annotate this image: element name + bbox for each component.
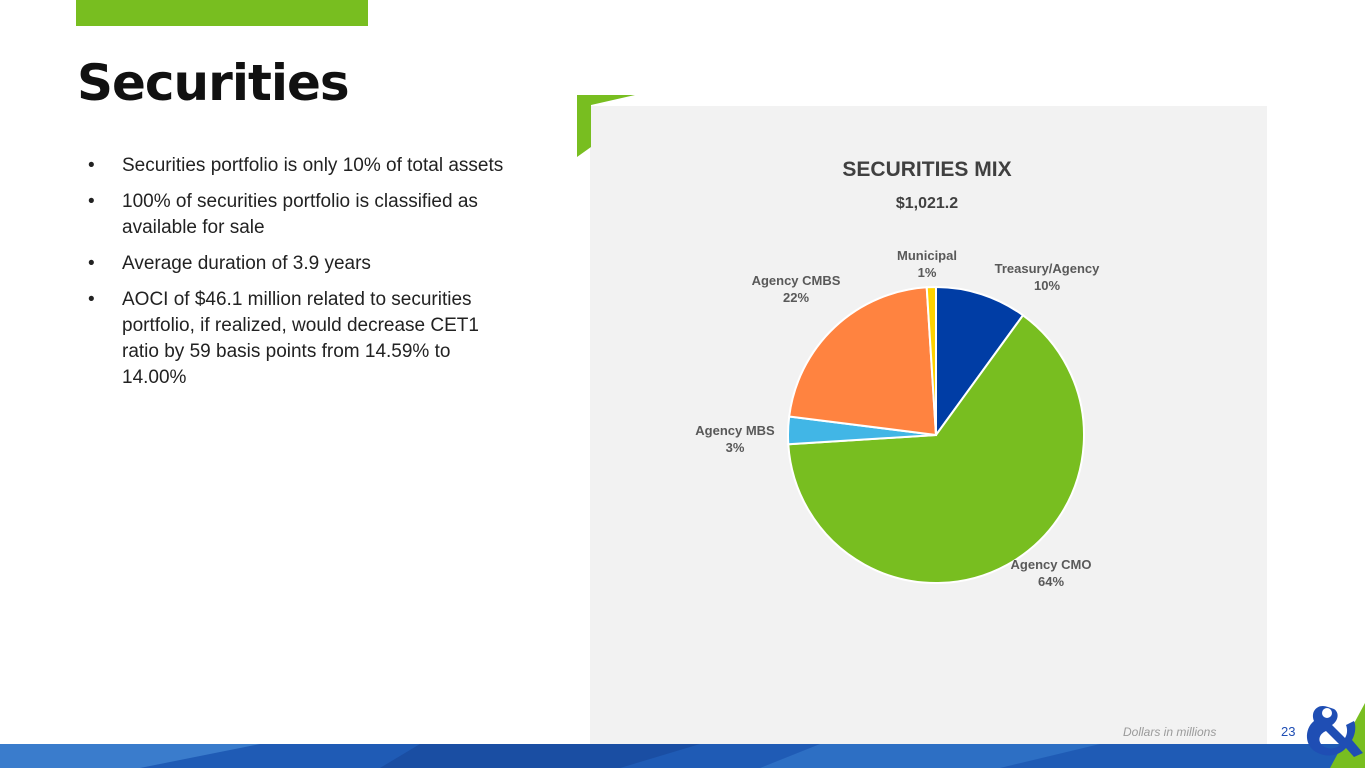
- slice-percent: 64%: [1038, 574, 1064, 589]
- chart-subtitle: $1,021.2: [896, 195, 958, 212]
- bullet-list: • Securities portfolio is only 10% of tot…: [88, 153, 518, 401]
- pie-slice-municipal: [925, 285, 937, 436]
- slice-label: Agency MBS: [695, 423, 775, 438]
- bullet-text: AOCI of $46.1 million related to securit…: [122, 289, 479, 388]
- footnote: Dollars in millions: [1123, 725, 1217, 739]
- bottom-decorative-band: [0, 744, 1365, 768]
- bullet-item: • AOCI of $46.1 million related to securi…: [88, 287, 518, 391]
- corner-accent: [577, 95, 635, 157]
- page-number: 23: [1281, 724, 1296, 739]
- bullet-dot: •: [88, 155, 95, 176]
- pie-slice-agency-cmbs: [788, 286, 938, 437]
- bullet-dot: •: [88, 289, 95, 310]
- bullet-item: • 100% of securities portfolio is classif…: [88, 189, 518, 241]
- bullet-text: Securities portfolio is only 10% of tota…: [122, 155, 504, 176]
- chart-title: SECURITIES MIX: [842, 158, 1011, 181]
- bullet-text: Average duration of 3.9 years: [122, 253, 371, 274]
- top-accent-bar: [76, 0, 368, 26]
- bullet-dot: •: [88, 191, 95, 212]
- pie-slices: [787, 285, 1085, 584]
- slice-label: Treasury/Agency: [995, 261, 1101, 276]
- slice-label: Agency CMO: [1011, 557, 1092, 572]
- slice-percent: 22%: [783, 290, 809, 305]
- pie-labels: Treasury/Agency 10% Agency CMO 64% Agency MB…: [695, 248, 1100, 589]
- pie-chart: SECURITIES MIX $1,021.2 Treasury/Agency 1…: [695, 158, 1100, 589]
- slice-percent: 1%: [918, 265, 937, 280]
- bullet-item: • Securities portfolio is only 10% of tot…: [88, 153, 518, 179]
- pie-slice-agency-cmo: [787, 313, 1085, 584]
- bullet-text: 100% of securities portfolio is classifi…: [122, 191, 478, 238]
- page-title: Securities: [77, 54, 350, 112]
- slice-percent: 10%: [1034, 278, 1060, 293]
- slice-label: Agency CMBS: [752, 273, 841, 288]
- slice-label: Municipal: [897, 248, 957, 263]
- logo-mark: [1306, 703, 1365, 768]
- slice-percent: 3%: [726, 440, 745, 455]
- bullet-dot: •: [88, 253, 95, 274]
- chart-panel: SECURITIES MIX $1,021.2 Treasury/Agency 1…: [590, 106, 1267, 746]
- pie-slice-treasury-agency: [935, 285, 1025, 439]
- bullet-item: • Average duration of 3.9 years: [88, 251, 518, 277]
